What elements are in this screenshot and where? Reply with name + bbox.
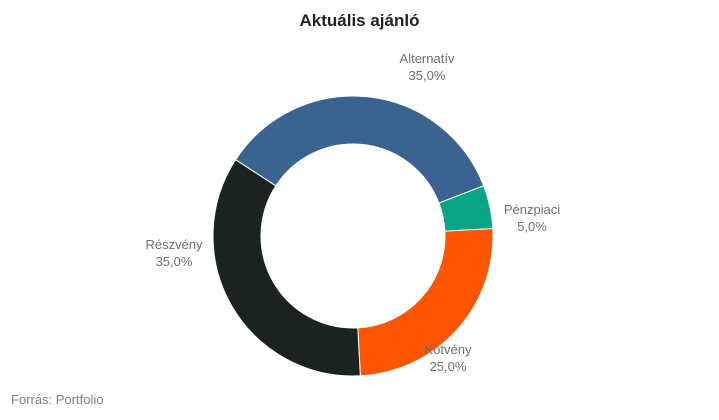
slice-value: 25,0% — [430, 359, 467, 374]
slice-label-alternatív: Alternatív 35,0% — [400, 51, 455, 83]
source-note: Forrás: Portfolio — [11, 392, 104, 407]
slice-alternatív — [234, 95, 485, 204]
slice-labels: Alternatív 35,0% Pénzpiaci 5,0% Kötvény 25,0%… — [145, 51, 560, 374]
slice-value: 5,0% — [517, 219, 547, 234]
donut-slices — [212, 95, 494, 377]
slice-label-kötvény: Kötvény 25,0% — [425, 342, 472, 374]
slice-value: 35,0% — [409, 68, 446, 83]
slice-részvény — [212, 159, 361, 377]
slice-value: 35,0% — [156, 254, 193, 269]
slice-name: Alternatív — [400, 51, 455, 66]
slice-name: Részvény — [145, 237, 203, 252]
slice-label-részvény: Részvény 35,0% — [145, 237, 203, 269]
slice-label-pénzpiaci: Pénzpiaci 5,0% — [504, 202, 560, 234]
slice-name: Kötvény — [425, 342, 472, 357]
chart-title: Aktuális ajánló — [299, 11, 420, 30]
slice-name: Pénzpiaci — [504, 202, 560, 217]
